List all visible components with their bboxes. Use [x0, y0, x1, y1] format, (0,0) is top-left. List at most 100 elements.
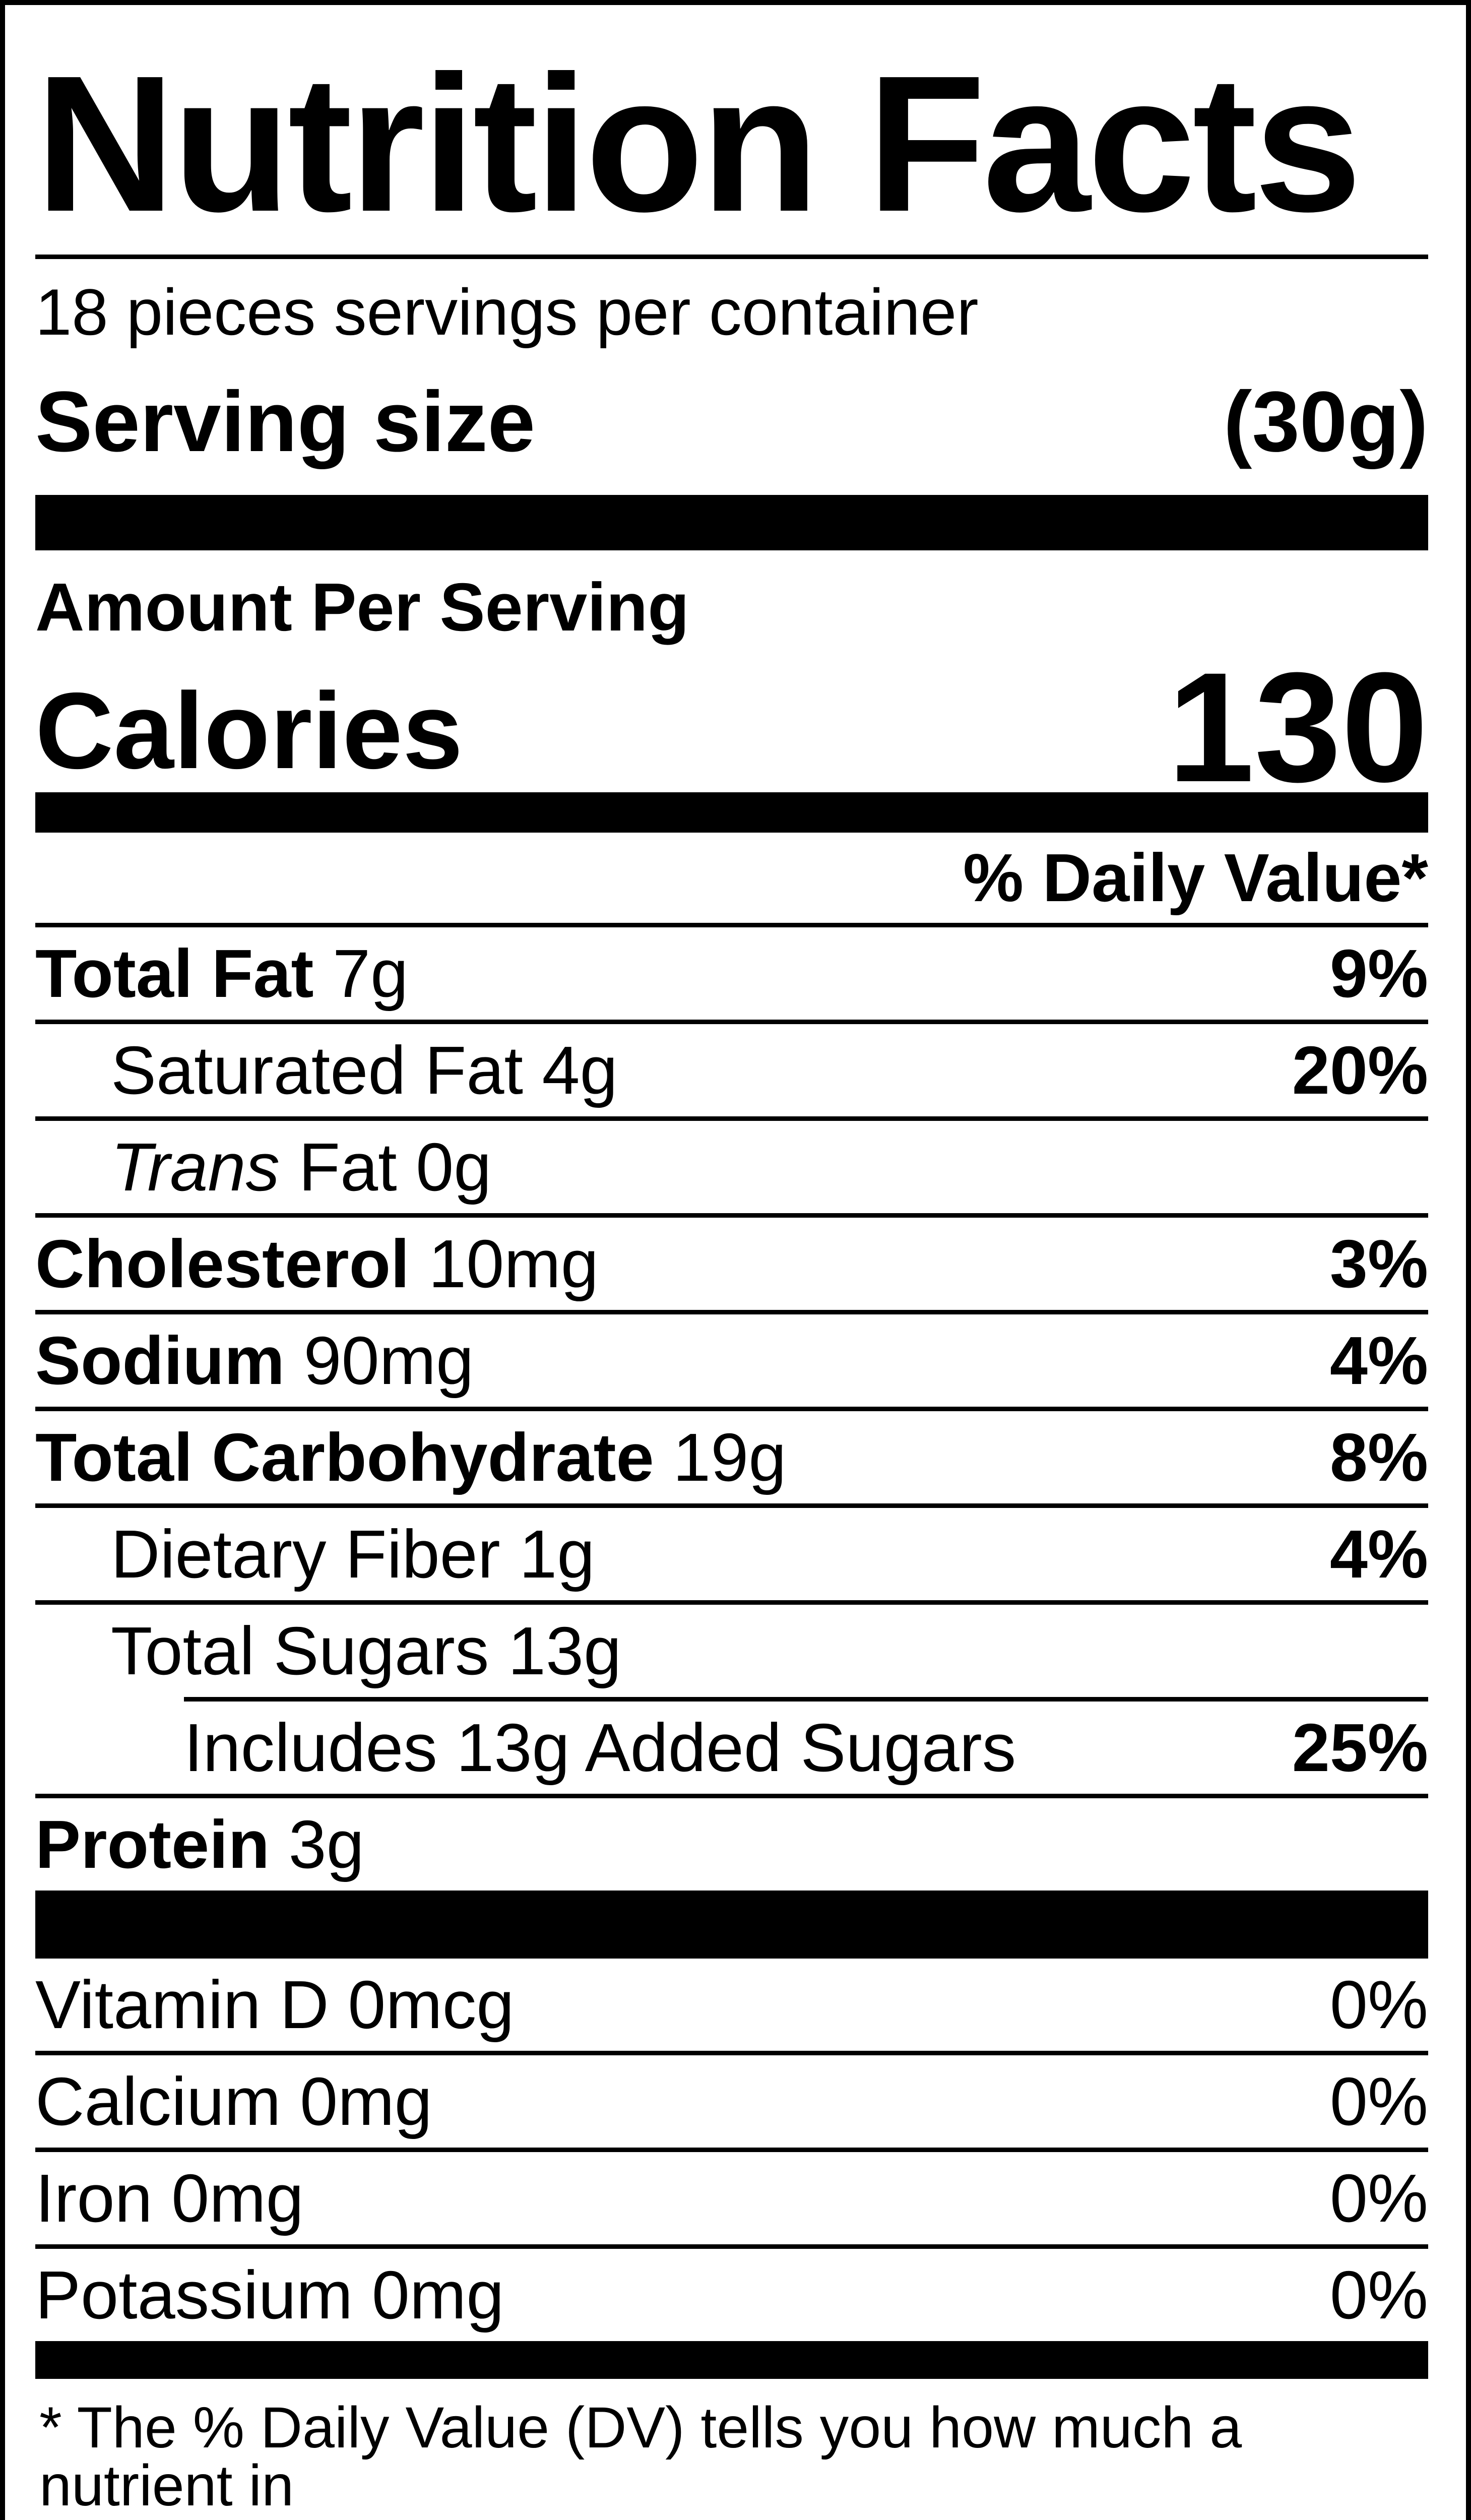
serving-size-row: Serving size (30g)	[35, 359, 1428, 495]
thick-divider-calories	[35, 792, 1428, 833]
daily-value-percent: 3%	[1329, 1226, 1428, 1302]
calories-value: 130	[1167, 640, 1428, 815]
daily-value-percent: 20%	[1292, 1032, 1428, 1108]
nutrient-amount: 90mg	[303, 1322, 474, 1399]
calories-row: Calories 130	[35, 640, 1428, 815]
row-divider	[35, 1407, 1428, 1411]
vitamin-rows: Vitamin D 0mcg 0% Calcium 0mg 0% Iron 0mg 0% P…	[35, 1959, 1428, 2341]
nutrient-name-and-amount: Total Carbohydrate 19g	[35, 1423, 786, 1491]
nutrient-row-total-sugars: Total Sugars 13g	[35, 1605, 1428, 1697]
nutrient-name-and-amount: Dietary Fiber 1g	[35, 1520, 595, 1588]
nutrient-amount: 0mg	[300, 2063, 432, 2139]
nutrient-row-saturated-fat: Saturated Fat 4g 20%	[35, 1024, 1428, 1116]
row-divider	[35, 1310, 1428, 1314]
nutrient-amount: 10mg	[428, 1226, 599, 1302]
row-divider	[35, 1794, 1428, 1798]
nutrient-name: Potassium	[35, 2257, 353, 2333]
nutrient-name-and-amount: Total Fat 7g	[35, 939, 408, 1007]
thick-divider-bottom	[35, 2341, 1428, 2379]
row-divider	[35, 2051, 1428, 2055]
nutrient-row-protein: Protein 3g	[35, 1798, 1428, 1891]
row-divider	[35, 1020, 1428, 1024]
serving-size-label: Serving size	[35, 374, 536, 470]
nutrient-name-and-amount: Total Sugars 13g	[35, 1617, 621, 1685]
nutrient-amount: 0mg	[171, 2160, 304, 2236]
nutrient-name-and-amount: Calcium 0mg	[35, 2067, 432, 2135]
nutrient-amount: 3g	[288, 1806, 364, 1882]
nutrient-name-and-amount: Vitamin D 0mcg	[35, 1971, 514, 2039]
nutrient-name: Protein	[35, 1806, 270, 1882]
nutrient-name: Iron	[35, 2160, 153, 2236]
daily-value-percent: 0%	[1329, 2160, 1428, 2236]
nutrient-amount: 0g	[416, 1129, 492, 1205]
nutrient-name-and-amount: Iron 0mg	[35, 2164, 304, 2232]
daily-value-percent: 0%	[1329, 1967, 1428, 2043]
nutrient-amount: 13g	[507, 1613, 622, 1689]
footnote-line: a serving of food contributes to a daily…	[35, 2515, 1428, 2520]
nutrient-amount: 0mcg	[348, 1967, 515, 2043]
row-divider	[35, 2244, 1428, 2249]
nutrient-name: Calcium	[35, 2063, 281, 2139]
nutrient-name: Sodium	[35, 1322, 285, 1399]
daily-value-percent: 0%	[1329, 2063, 1428, 2139]
daily-value-percent: 25%	[1292, 1710, 1428, 1786]
nutrient-row-sodium: Sodium 90mg 4%	[35, 1314, 1428, 1407]
nutrient-rows: Total Fat 7g 9% Saturated Fat 4g 20% Trans F…	[35, 927, 1428, 1891]
daily-value-percent: 9%	[1329, 935, 1428, 1012]
vitamin-row-potassium: Potassium 0mg 0%	[35, 2249, 1428, 2341]
daily-value-percent: 8%	[1329, 1419, 1428, 1495]
nutrient-name: Vitamin D	[35, 1967, 329, 2043]
nutrient-name-and-amount: Trans Fat 0g	[35, 1133, 491, 1201]
nutrient-amount: 7g	[332, 935, 409, 1012]
nutrient-name: Total Fat	[35, 935, 314, 1012]
vitamin-row-calcium: Calcium 0mg 0%	[35, 2055, 1428, 2148]
divider-under-dv-header	[35, 923, 1428, 927]
daily-value-percent: 4%	[1329, 1516, 1428, 1592]
row-divider	[184, 1697, 1428, 1702]
nutrient-amount: 4g	[542, 1032, 618, 1108]
nutrient-name-and-amount: Cholesterol 10mg	[35, 1230, 599, 1298]
vitamin-row-vitamin-d: Vitamin D 0mcg 0%	[35, 1959, 1428, 2051]
calories-label: Calories	[35, 670, 463, 791]
nutrient-row-cholesterol: Cholesterol 10mg 3%	[35, 1218, 1428, 1310]
thick-divider-protein	[35, 1891, 1428, 1959]
nutrient-amount: 1g	[519, 1516, 595, 1592]
servings-per-container: 18 pieces servings per container	[35, 275, 979, 349]
label-title: Nutrition Facts	[35, 35, 1362, 252]
daily-value-percent: 0%	[1329, 2257, 1428, 2333]
daily-value-header: % Daily Value*	[963, 840, 1428, 916]
nutrient-name: Total Carbohydrate	[35, 1419, 654, 1495]
nutrient-name: Total Sugars	[111, 1613, 489, 1689]
nutrient-row-total-fat: Total Fat 7g 9%	[35, 927, 1428, 1020]
nutrient-name: Fat	[298, 1129, 397, 1205]
nutrient-amount: 19g	[673, 1419, 787, 1495]
nutrient-name-and-amount: Potassium 0mg	[35, 2261, 504, 2329]
row-divider	[35, 1503, 1428, 1508]
row-divider	[35, 1213, 1428, 1218]
thick-divider-top	[35, 495, 1428, 550]
nutrient-name-italic: Trans	[111, 1129, 280, 1205]
daily-value-percent: 4%	[1329, 1322, 1428, 1399]
row-divider	[35, 1116, 1428, 1121]
row-divider	[35, 2148, 1428, 2152]
nutrient-amount: 0mg	[371, 2257, 504, 2333]
vitamin-row-iron: Iron 0mg 0%	[35, 2152, 1428, 2244]
amount-per-serving: Amount Per Serving	[35, 569, 689, 645]
nutrient-row-includes-13g-added-sugars: Includes 13g Added Sugars 25%	[35, 1702, 1428, 1794]
nutrient-name: Dietary Fiber	[111, 1516, 500, 1592]
nutrient-row-fat: Trans Fat 0g	[35, 1121, 1428, 1213]
nutrient-name: Cholesterol	[35, 1226, 410, 1302]
serving-size-value: (30g)	[1223, 374, 1428, 470]
divider-under-title	[35, 255, 1428, 259]
nutrient-name-and-amount: Includes 13g Added Sugars	[35, 1714, 1016, 1782]
nutrient-name-and-amount: Saturated Fat 4g	[35, 1036, 618, 1104]
nutrient-name-and-amount: Sodium 90mg	[35, 1327, 474, 1395]
nutrient-row-dietary-fiber: Dietary Fiber 1g 4%	[35, 1508, 1428, 1600]
footnote-line: * The % Daily Value (DV) tells you how m…	[39, 2396, 1242, 2518]
nutrient-row-total-carbohydrate: Total Carbohydrate 19g 8%	[35, 1411, 1428, 1503]
nutrient-name: Saturated Fat	[111, 1032, 523, 1108]
nutrient-name-and-amount: Protein 3g	[35, 1810, 364, 1878]
nutrient-name: Includes 13g Added Sugars	[184, 1710, 1016, 1786]
row-divider	[35, 1600, 1428, 1605]
